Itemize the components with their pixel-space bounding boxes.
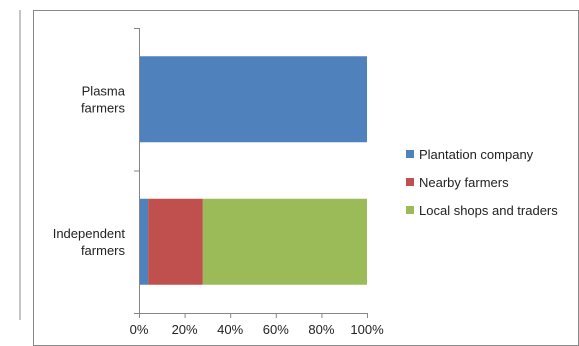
x-tick-label: 20% <box>172 322 198 337</box>
bar-1-series-1 <box>148 198 203 285</box>
x-tick-label: 100% <box>350 322 384 337</box>
category-label: Plasma farmers <box>81 83 126 115</box>
category-label: Independent farmers <box>53 226 126 258</box>
bars-group <box>139 56 367 285</box>
bar-1-series-2 <box>202 198 367 285</box>
x-tick-label: 40% <box>217 322 243 337</box>
legend-label: Nearby farmers <box>419 175 509 190</box>
bar-0-series-0 <box>139 56 367 143</box>
x-tick-label: 60% <box>263 322 289 337</box>
legend-swatch <box>406 178 414 186</box>
legend-label: Local shops and traders <box>419 203 558 218</box>
axes-group <box>134 28 368 318</box>
legend-label: Plantation company <box>419 147 534 162</box>
bar-1-series-0 <box>139 198 149 285</box>
category-labels: Plasma farmers Independent farmers <box>53 83 126 258</box>
legend-swatch <box>406 206 414 214</box>
x-tick-labels: 0% 20% 40% 60% 80% 100% <box>130 322 384 337</box>
legend: Plantation company Nearby farmers Local sh… <box>406 147 558 218</box>
x-tick-label: 80% <box>308 322 334 337</box>
legend-swatch <box>406 150 414 158</box>
x-tick-label: 0% <box>130 322 149 337</box>
